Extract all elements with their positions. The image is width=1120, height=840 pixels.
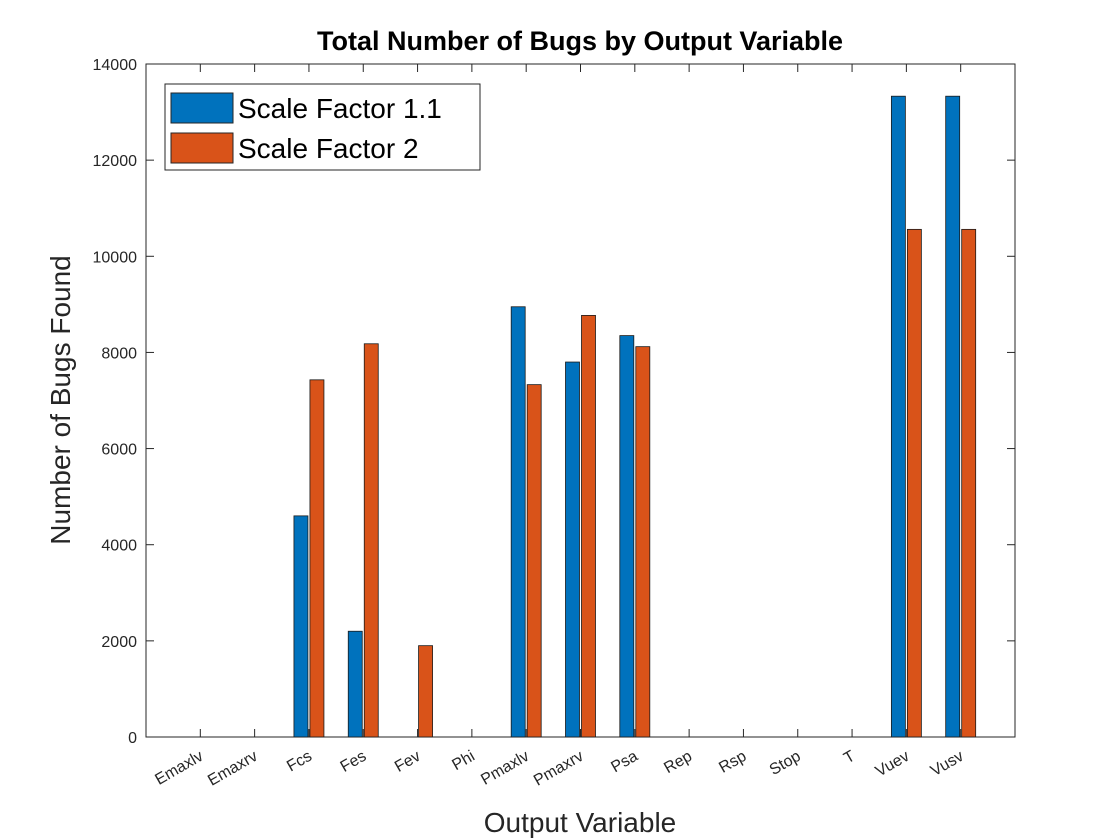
bar-series-2-vusv [961,228,977,738]
legend-label-series-1: Scale Factor 1.1 [238,93,442,124]
legend-swatch-series-2 [170,132,234,164]
bar-series-2-fev [418,645,433,738]
bar-series-1-fes [347,630,363,738]
y-tick-label: 14000 [93,57,138,74]
y-tick-label: 12000 [93,153,138,170]
plot-area [145,63,1016,738]
y-tick-label: 2000 [101,634,137,651]
bar-series-2-fcs [309,379,325,738]
bars-group [293,95,977,738]
y-tick-label: 4000 [101,538,137,555]
bar-series-2-pmaxrv [581,315,596,738]
y-axis-label: Number of Bugs Found [45,255,76,545]
y-tick-label: 10000 [93,249,138,266]
legend-label-series-2: Scale Factor 2 [238,133,419,164]
x-axis-label: Output Variable [484,807,677,838]
bar-series-2-fes [363,343,379,738]
bar-series-1-vuev [890,95,906,738]
bar-series-1-pmaxlv [510,306,526,738]
y-tick-label: 8000 [101,345,137,362]
bar-series-1-vusv [945,95,961,738]
y-axis: 0 2000 4000 6000 8000 10000 12000 14000 [93,57,1015,747]
bar-series-2-pmaxlv [526,384,542,738]
y-tick-label: 6000 [101,442,137,459]
bar-series-1-pmaxrv [565,361,580,738]
bar-series-2-vuev [906,228,922,738]
chart-title: Total Number of Bugs by Output Variable [317,26,843,56]
y-tick-label: 0 [128,730,137,747]
bar-series-2-psa [635,346,651,738]
bar-series-1-fcs [293,515,309,738]
bar-series-1-psa [619,335,635,738]
legend: Scale Factor 1.1 Scale Factor 2 [164,83,481,171]
legend-swatch-series-1 [170,92,234,124]
